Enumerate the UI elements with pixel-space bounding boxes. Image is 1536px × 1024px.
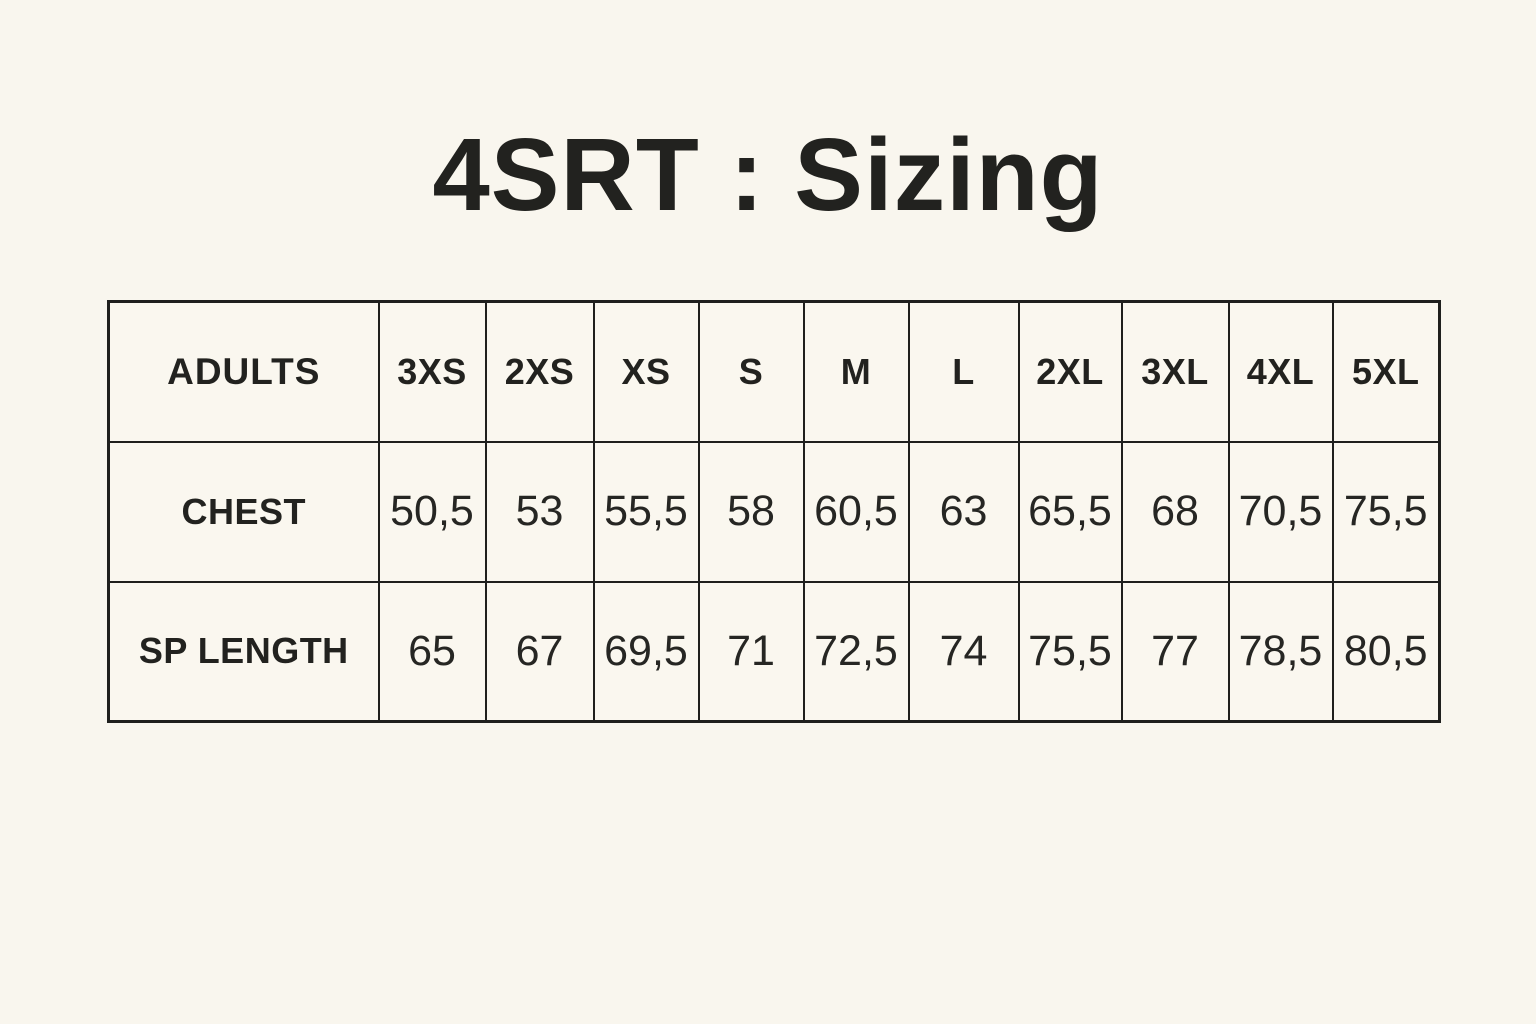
chest-value-cell: 53 bbox=[484, 440, 595, 583]
row-label-sp-length: SP LENGTH bbox=[107, 580, 380, 723]
chest-value-cell: 63 bbox=[907, 440, 1020, 583]
chest-value-cell: 50,5 bbox=[377, 440, 487, 583]
chest-value-cell: 70,5 bbox=[1227, 440, 1334, 583]
size-header-cell-l: L bbox=[907, 300, 1020, 443]
sp-length-value-cell: 67 bbox=[484, 580, 595, 723]
chest-value-cell: 55,5 bbox=[592, 440, 700, 583]
sp-length-value-cell: 75,5 bbox=[1017, 580, 1123, 723]
sp-length-value-cell: 65 bbox=[377, 580, 487, 723]
sp-length-value-cell: 72,5 bbox=[802, 580, 910, 723]
size-header-cell-5xl: 5XL bbox=[1331, 300, 1441, 443]
row-label-chest: CHEST bbox=[107, 440, 380, 583]
page-title: 4SRT : Sizing bbox=[432, 117, 1104, 232]
size-header-cell-s: S bbox=[697, 300, 805, 443]
sp-length-value-cell: 77 bbox=[1120, 580, 1230, 723]
size-header-cell-xs: XS bbox=[592, 300, 700, 443]
header-corner-cell: ADULTS bbox=[107, 300, 380, 443]
size-header-cell-3xl: 3XL bbox=[1120, 300, 1230, 443]
size-header-cell-2xs: 2XS bbox=[484, 300, 595, 443]
sp-length-value-cell: 71 bbox=[697, 580, 805, 723]
table-row-sp-length: SP LENGTH 65 67 69,5 71 72,5 74 75,5 77 … bbox=[107, 580, 1441, 723]
sp-length-value-cell: 80,5 bbox=[1331, 580, 1441, 723]
size-header-cell-m: M bbox=[802, 300, 910, 443]
table-header-row: ADULTS 3XS 2XS XS S M L 2XL 3XL 4XL 5XL bbox=[107, 300, 1441, 443]
chest-value-cell: 75,5 bbox=[1331, 440, 1441, 583]
table-row-chest: CHEST 50,5 53 55,5 58 60,5 63 65,5 68 70… bbox=[107, 440, 1441, 583]
size-header-cell-3xs: 3XS bbox=[377, 300, 487, 443]
size-header-cell-2xl: 2XL bbox=[1017, 300, 1123, 443]
chest-value-cell: 65,5 bbox=[1017, 440, 1123, 583]
sizing-table: ADULTS 3XS 2XS XS S M L 2XL 3XL 4XL 5XL … bbox=[107, 300, 1441, 723]
sp-length-value-cell: 78,5 bbox=[1227, 580, 1334, 723]
chest-value-cell: 60,5 bbox=[802, 440, 910, 583]
chest-value-cell: 58 bbox=[697, 440, 805, 583]
chest-value-cell: 68 bbox=[1120, 440, 1230, 583]
sp-length-value-cell: 69,5 bbox=[592, 580, 700, 723]
size-header-cell-4xl: 4XL bbox=[1227, 300, 1334, 443]
sp-length-value-cell: 74 bbox=[907, 580, 1020, 723]
